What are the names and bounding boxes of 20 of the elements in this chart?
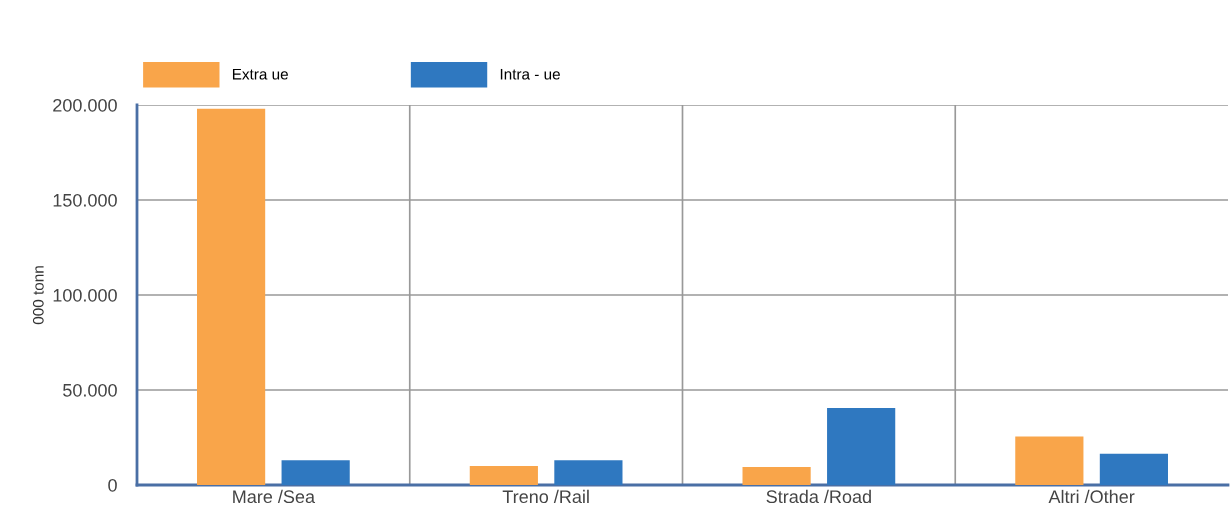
legend-label: Extra ue — [232, 68, 288, 80]
y-tick-label: 50.000 — [63, 383, 117, 397]
y-tick-label: 200.000 — [53, 98, 117, 112]
bar — [197, 108, 266, 485]
legend-label: Intra - ue — [500, 68, 560, 80]
y-tick-label: 100.000 — [53, 288, 117, 302]
bar — [1099, 453, 1168, 485]
bar — [827, 408, 896, 485]
y-tick-label: 0 — [108, 478, 117, 492]
y-axis-title: 000 tonn — [32, 266, 44, 325]
bar — [469, 466, 538, 485]
x-tick-label: Altri /Other — [1048, 489, 1135, 504]
x-tick-label: Treno /Rail — [502, 489, 589, 504]
bar — [1015, 436, 1084, 485]
bar — [742, 466, 811, 485]
x-tick-label: Strada /Road — [766, 489, 871, 504]
bar — [281, 460, 350, 485]
bar — [554, 460, 623, 485]
x-tick-label: Mare /Sea — [233, 489, 316, 504]
y-tick-label: 150.000 — [53, 193, 117, 207]
